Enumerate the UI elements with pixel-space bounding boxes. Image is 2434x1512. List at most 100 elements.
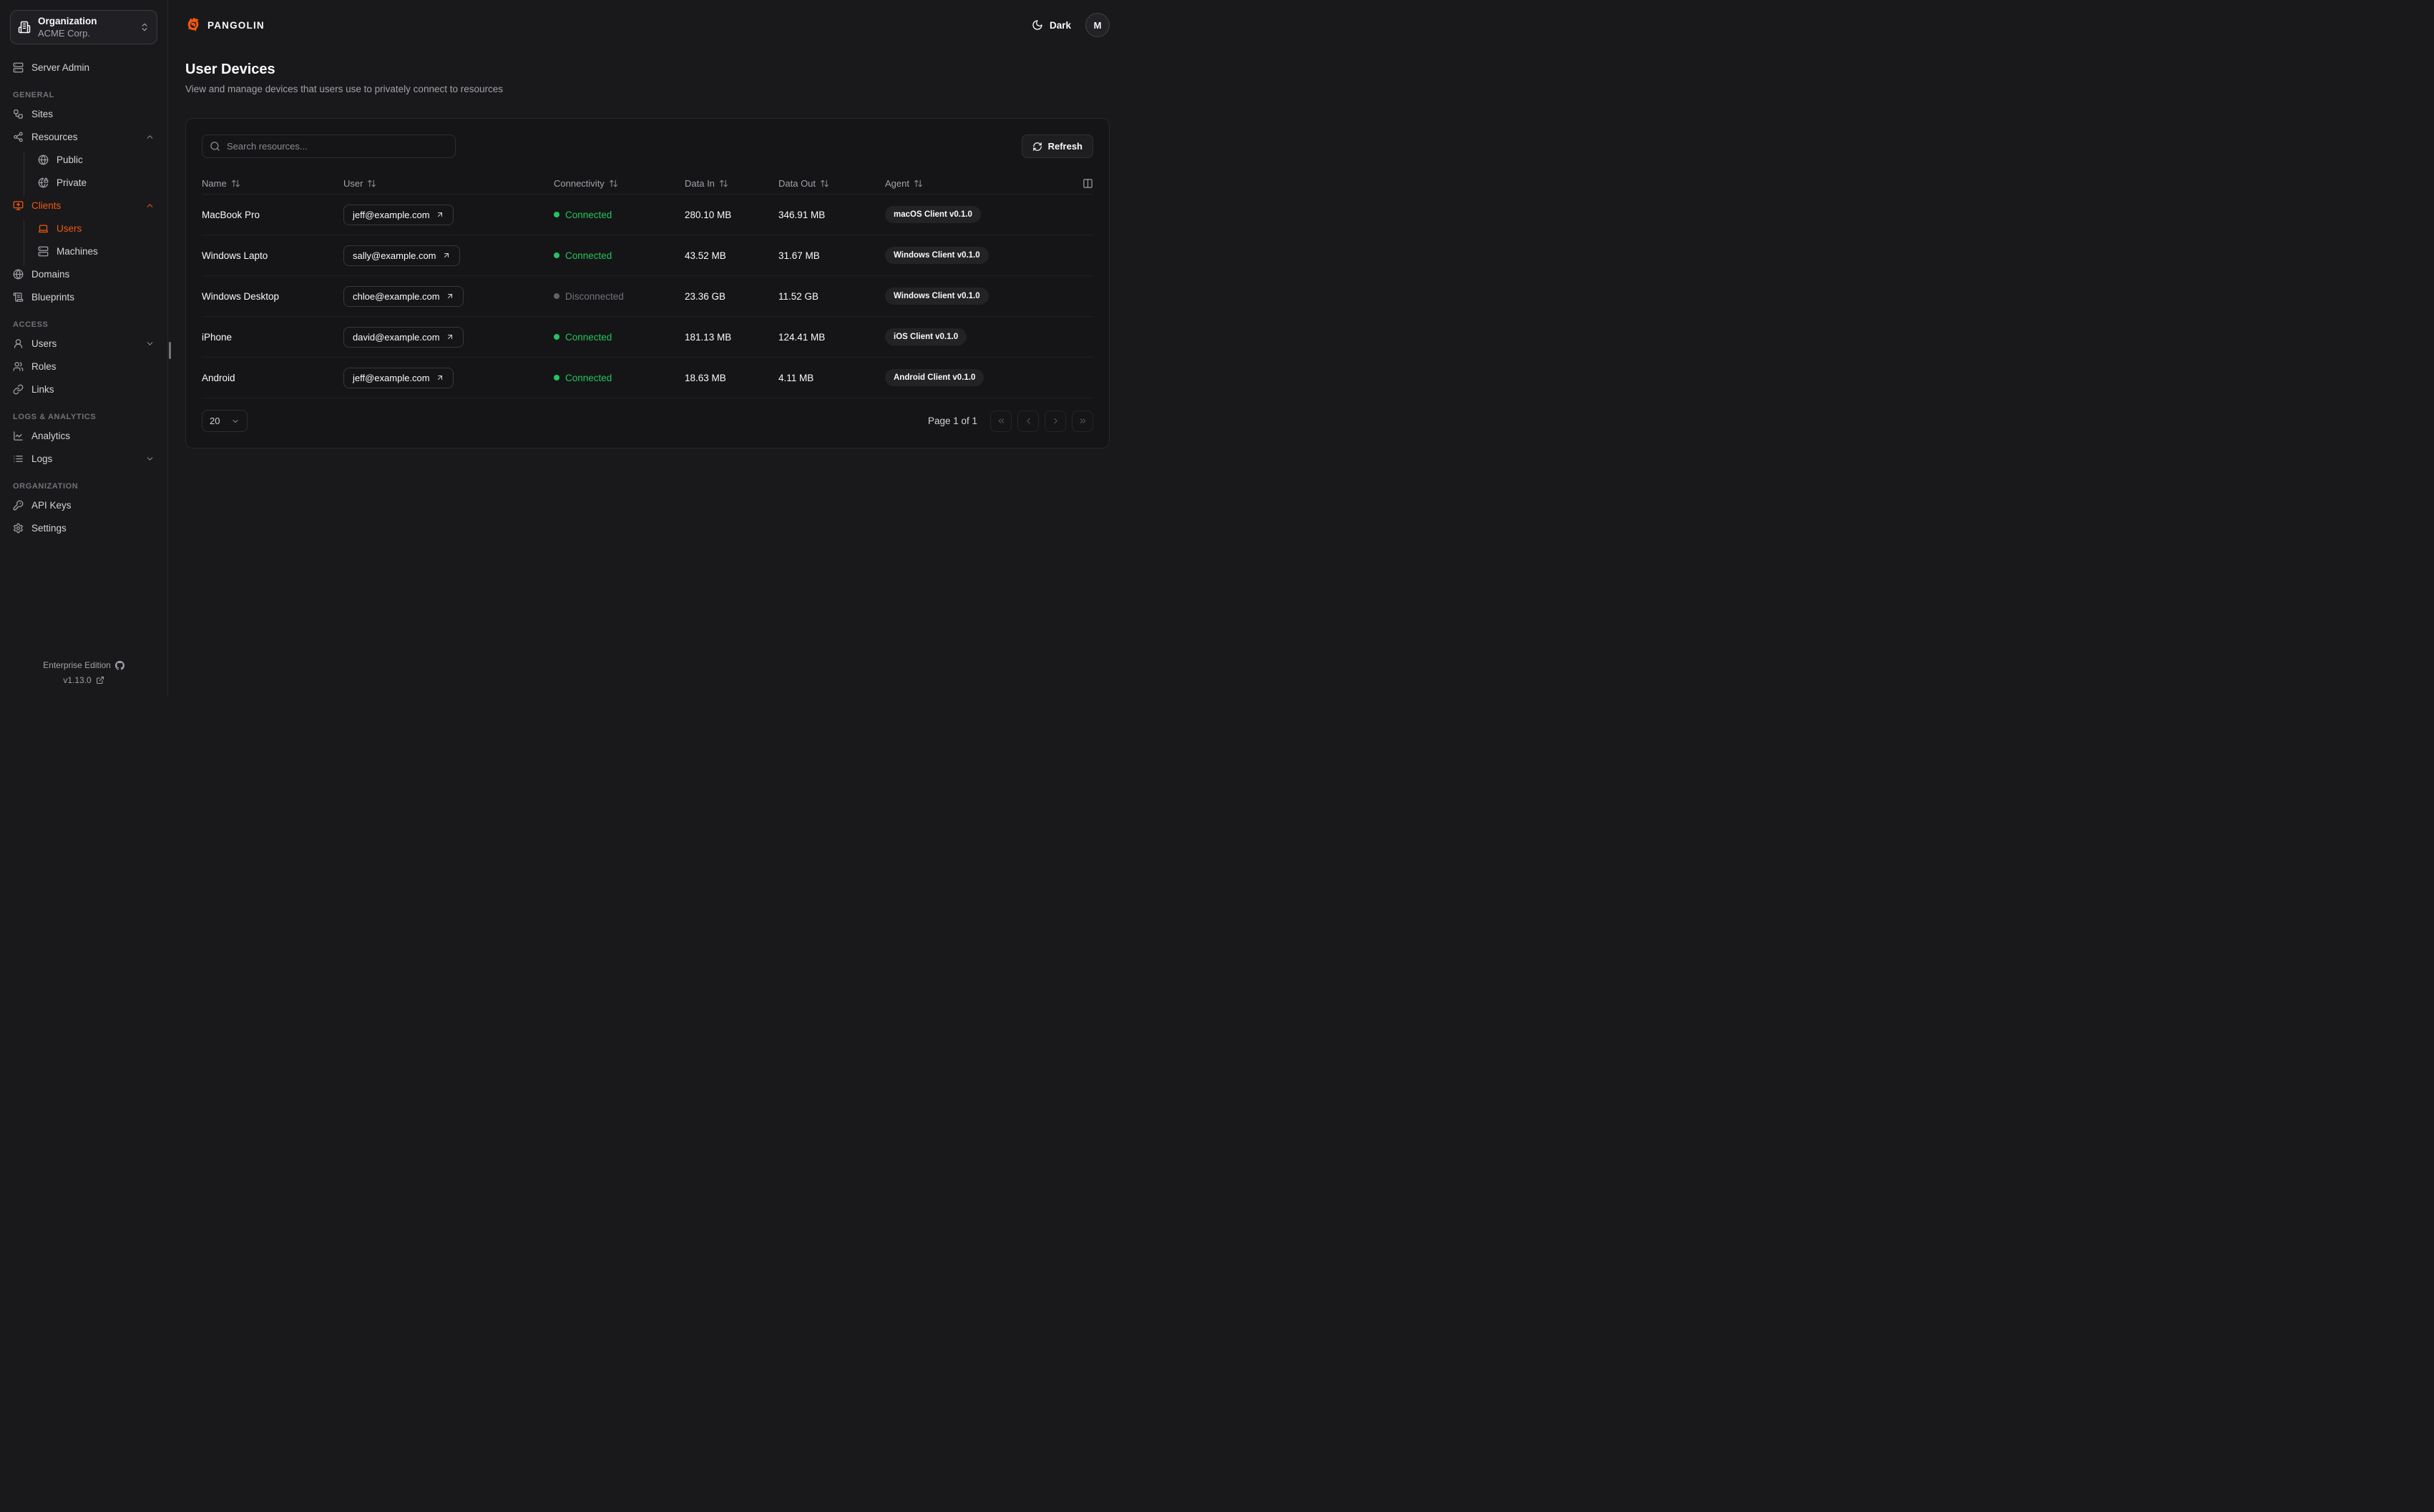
moon-icon bbox=[1032, 19, 1043, 31]
last-page-button[interactable] bbox=[1072, 410, 1093, 432]
section-logs-analytics: LOGS & ANALYTICS bbox=[13, 413, 97, 421]
next-page-button[interactable] bbox=[1045, 410, 1066, 432]
column-header-connectivity[interactable]: Connectivity bbox=[554, 178, 685, 189]
globe-icon bbox=[38, 154, 49, 165]
agent-badge: Android Client v0.1.0 bbox=[885, 369, 984, 386]
sidebar-item-label: Private bbox=[57, 177, 87, 188]
org-selector[interactable]: Organization ACME Corp. bbox=[10, 10, 157, 44]
sidebar-item-users[interactable]: Users bbox=[10, 335, 157, 353]
status-dot bbox=[554, 252, 559, 258]
table-row: Android jeff@example.com Connected 18.63… bbox=[202, 358, 1093, 398]
refresh-button[interactable]: Refresh bbox=[1021, 134, 1093, 158]
data-in-value: 23.36 GB bbox=[685, 290, 726, 302]
monitor-up-icon bbox=[13, 200, 24, 211]
brand[interactable]: PANGOLIN bbox=[185, 17, 265, 33]
sidebar-item-settings[interactable]: Settings bbox=[10, 519, 157, 537]
theme-label: Dark bbox=[1049, 19, 1071, 31]
search-icon bbox=[210, 141, 220, 152]
sort-icon bbox=[719, 179, 728, 188]
theme-toggle[interactable]: Dark bbox=[1032, 19, 1071, 31]
version-label: v1.13.0 bbox=[63, 675, 92, 685]
topbar: PANGOLIN Dark M bbox=[185, 0, 1110, 50]
sidebar-item-public[interactable]: Public bbox=[35, 151, 157, 169]
prev-page-button[interactable] bbox=[1017, 410, 1039, 432]
sort-icon bbox=[231, 179, 240, 188]
clients-subgroup: Users Machines bbox=[24, 220, 157, 265]
sidebar-scrollbar-thumb[interactable] bbox=[169, 342, 171, 359]
status-dot bbox=[554, 334, 559, 340]
column-header-data-out[interactable]: Data Out bbox=[778, 178, 885, 189]
sites-icon bbox=[13, 109, 24, 119]
avatar[interactable]: M bbox=[1085, 13, 1110, 37]
sidebar-item-label: Links bbox=[31, 384, 54, 395]
connectivity-status: Disconnected bbox=[554, 291, 685, 302]
sidebar-item-server-admin[interactable]: Server Admin bbox=[10, 59, 157, 77]
first-page-button[interactable] bbox=[990, 410, 1012, 432]
page-subtitle: View and manage devices that users use t… bbox=[185, 84, 503, 94]
column-header-data-in[interactable]: Data In bbox=[685, 178, 778, 189]
device-name: Windows Lapto bbox=[202, 250, 268, 261]
user-link-button[interactable]: sally@example.com bbox=[343, 245, 460, 266]
sidebar-item-resources[interactable]: Resources bbox=[10, 128, 157, 146]
data-out-value: 346.91 MB bbox=[778, 209, 826, 220]
gear-icon bbox=[13, 523, 24, 534]
column-header-name[interactable]: Name bbox=[202, 178, 343, 189]
sidebar-item-users-devices[interactable]: Users bbox=[35, 220, 157, 237]
column-header-user[interactable]: User bbox=[343, 178, 554, 189]
chevron-down-icon bbox=[145, 454, 155, 463]
chevron-down-icon bbox=[231, 417, 240, 426]
sidebar-item-label: Users bbox=[57, 223, 82, 234]
sidebar-item-logs[interactable]: Logs bbox=[10, 450, 157, 468]
arrow-up-right-icon bbox=[446, 333, 454, 341]
search-input[interactable] bbox=[202, 134, 456, 158]
user-link-button[interactable]: david@example.com bbox=[343, 326, 464, 348]
brand-name: PANGOLIN bbox=[207, 19, 265, 31]
table-row: Windows Lapto sally@example.com Connecte… bbox=[202, 235, 1093, 276]
edition-link[interactable]: Enterprise Edition bbox=[10, 660, 157, 670]
user-link-button[interactable]: jeff@example.com bbox=[343, 367, 454, 388]
sidebar-item-label: API Keys bbox=[31, 500, 72, 511]
server-icon bbox=[38, 246, 49, 257]
sidebar-item-links[interactable]: Links bbox=[10, 381, 157, 398]
main-content: PANGOLIN Dark M User Devices View and ma… bbox=[168, 0, 1122, 697]
refresh-label: Refresh bbox=[1047, 141, 1082, 152]
columns-toggle-button[interactable] bbox=[1072, 178, 1093, 189]
card-toolbar: Refresh bbox=[202, 134, 1093, 158]
sidebar-item-label: Domains bbox=[31, 269, 70, 280]
globe-lock-icon bbox=[38, 177, 49, 188]
sort-icon bbox=[820, 179, 829, 188]
sidebar-item-api-keys[interactable]: API Keys bbox=[10, 496, 157, 514]
sidebar-item-blueprints[interactable]: Blueprints bbox=[10, 288, 157, 306]
sidebar-item-label: Server Admin bbox=[31, 62, 90, 73]
sidebar-item-private[interactable]: Private bbox=[35, 174, 157, 192]
chevron-up-icon bbox=[145, 201, 155, 210]
chevron-up-icon bbox=[145, 132, 155, 142]
users-icon bbox=[13, 361, 24, 372]
column-header-agent[interactable]: Agent bbox=[885, 178, 1072, 189]
card-footer: 20 Page 1 of 1 bbox=[202, 410, 1093, 432]
org-name: ACME Corp. bbox=[38, 28, 90, 39]
user-icon bbox=[13, 338, 24, 349]
sidebar-item-sites[interactable]: Sites bbox=[10, 105, 157, 123]
agent-badge: iOS Client v0.1.0 bbox=[885, 328, 967, 345]
sidebar-item-clients[interactable]: Clients bbox=[10, 197, 157, 215]
user-link-button[interactable]: jeff@example.com bbox=[343, 204, 454, 225]
connectivity-status: Connected bbox=[554, 250, 685, 261]
version-link[interactable]: v1.13.0 bbox=[10, 675, 157, 685]
sidebar-item-analytics[interactable]: Analytics bbox=[10, 427, 157, 445]
sidebar-item-label: Blueprints bbox=[31, 292, 75, 303]
pangolin-logo-icon bbox=[185, 17, 201, 33]
sidebar-item-label: Machines bbox=[57, 246, 98, 257]
connectivity-status: Connected bbox=[554, 332, 685, 343]
sidebar-item-domains[interactable]: Domains bbox=[10, 265, 157, 283]
sidebar-item-label: Roles bbox=[31, 361, 57, 372]
section-general: GENERAL bbox=[13, 91, 54, 99]
sidebar-item-roles[interactable]: Roles bbox=[10, 358, 157, 375]
edition-label: Enterprise Edition bbox=[43, 660, 111, 670]
user-link-button[interactable]: chloe@example.com bbox=[343, 285, 464, 307]
globe-icon bbox=[13, 269, 24, 280]
sidebar-item-machines[interactable]: Machines bbox=[35, 242, 157, 260]
sidebar-nav: Server Admin GENERAL Sites Resources Pub… bbox=[10, 59, 157, 542]
pager: Page 1 of 1 bbox=[928, 410, 1093, 432]
page-size-select[interactable]: 20 bbox=[202, 410, 248, 432]
